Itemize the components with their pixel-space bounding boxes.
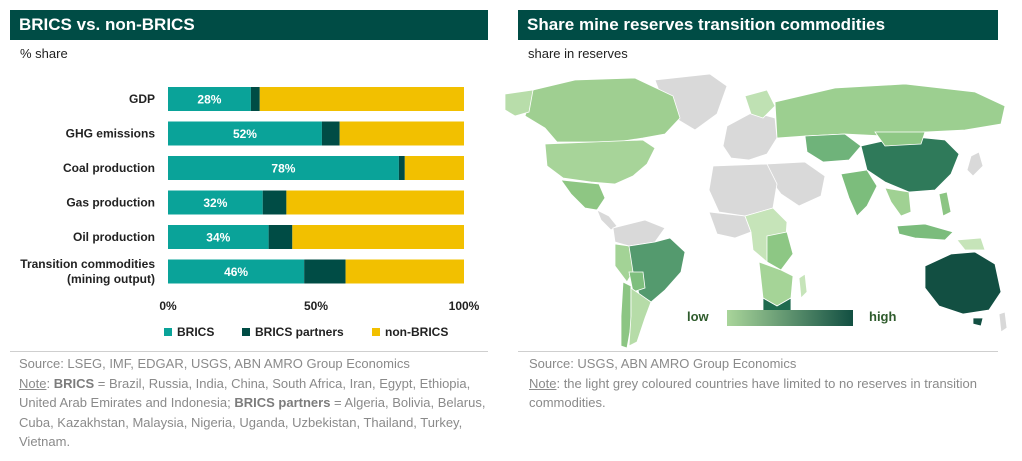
legend-high-label: high	[869, 309, 896, 324]
right-source-line: Source: USGS, ABN AMRO Group Economics	[529, 356, 797, 371]
bar-partners	[321, 121, 340, 146]
category-label: GDP	[129, 92, 155, 106]
region-papua	[956, 237, 986, 251]
note-segment: = Brazil, Russia, India, China, South Af…	[19, 375, 471, 411]
region-central-america	[596, 209, 618, 231]
bar-partners	[304, 259, 346, 284]
region-chile	[620, 281, 632, 349]
map-panel: Share mine reserves transition commoditi…	[518, 10, 998, 61]
region-bolivia	[628, 271, 646, 293]
region-alaska	[505, 89, 534, 117]
region-canada	[524, 77, 681, 143]
map-subtitle: share in reserves	[528, 46, 628, 61]
legend-label: BRICS	[177, 325, 214, 339]
region-mongolia	[874, 131, 926, 147]
bar-brics	[168, 190, 263, 215]
legend-gradient-bar	[727, 310, 853, 326]
bar-value-label: 34%	[206, 231, 230, 245]
region-scandinavia	[744, 89, 776, 119]
region-north-africa	[708, 163, 778, 217]
bar-non-brics	[292, 225, 464, 249]
x-tick-label: 0%	[159, 299, 177, 313]
chart-title: BRICS vs. non-BRICS	[10, 10, 488, 40]
region-usa	[544, 139, 656, 185]
right-source: Source: USGS, ABN AMRO Group Economics N…	[529, 354, 989, 413]
world-map: low high	[505, 73, 1008, 349]
x-tick-label: 100%	[449, 299, 480, 313]
bar-non-brics	[286, 190, 464, 215]
region-china	[860, 135, 960, 193]
category-label: Oil production	[73, 230, 155, 244]
left-source-line: Source: LSEG, IMF, EDGAR, USGS, ABN AMRO…	[19, 356, 410, 371]
bar-value-label: 46%	[224, 265, 248, 279]
region-southeast-asia	[884, 187, 912, 217]
region-russia	[774, 83, 1006, 139]
category-label: Coal production	[63, 161, 155, 175]
bar-non-brics	[339, 121, 464, 146]
bar-value-label: 28%	[197, 93, 221, 107]
region-japan	[966, 151, 984, 177]
bar-non-brics	[259, 87, 464, 111]
note-segment: :	[46, 375, 54, 391]
bar-value-label: 32%	[203, 196, 227, 210]
bar-non-brics	[345, 259, 464, 284]
legend-label: BRICS partners	[255, 325, 344, 339]
legend-low-label: low	[687, 309, 710, 324]
note-segment: = Algeria, Bolivia, Belarus, Cuba, Kazak…	[19, 395, 486, 449]
region-new-zealand	[998, 311, 1008, 333]
bar-brics	[168, 156, 399, 180]
region-india	[840, 169, 878, 217]
chart-subtitle: % share	[20, 46, 68, 61]
bar-non-brics	[404, 156, 464, 180]
region-tasmania	[972, 317, 984, 327]
right-note-label: Note	[529, 375, 557, 391]
left-note: Note: BRICS = Brazil, Russia, India, Chi…	[19, 374, 489, 452]
note-bold-term: BRICS partners	[234, 395, 331, 410]
bar-partners	[262, 190, 287, 215]
legend-swatch	[164, 328, 172, 336]
region-mexico	[560, 179, 606, 211]
brics-chart-panel: BRICS vs. non-BRICS % share	[10, 10, 488, 61]
bar-brics	[168, 121, 322, 146]
left-source: Source: LSEG, IMF, EDGAR, USGS, ABN AMRO…	[19, 354, 489, 452]
left-divider	[10, 351, 488, 352]
left-note-label: Note	[19, 375, 47, 391]
region-philippines	[938, 191, 952, 217]
legend-swatch	[372, 328, 380, 336]
region-europe	[722, 111, 778, 161]
right-note-text: : the light grey coloured countries have…	[529, 375, 978, 411]
category-label: GHG emissions	[66, 127, 156, 141]
legend-label: non-BRICS	[385, 325, 448, 339]
bar-value-label: 78%	[271, 162, 295, 176]
stacked-bar-chart: 28% GDP 52% GHG emissions 78% Coal production…	[20, 87, 480, 339]
bar-brics	[168, 259, 305, 284]
category-label: Transition commodities	[20, 257, 155, 271]
region-west-africa	[708, 211, 752, 239]
bar-partners	[268, 225, 293, 249]
map-title: Share mine reserves transition commoditi…	[518, 10, 998, 40]
bar-partners	[398, 156, 405, 180]
bar-partners	[250, 87, 260, 111]
region-australia	[924, 251, 1002, 315]
category-label: (mining output)	[67, 272, 155, 286]
right-note: Note: the light grey coloured countries …	[529, 374, 989, 413]
category-label: Gas production	[66, 196, 155, 210]
legend-swatch	[242, 328, 250, 336]
x-tick-label: 50%	[304, 299, 328, 313]
region-madagascar	[798, 273, 808, 299]
note-bold-term: BRICS	[53, 375, 95, 391]
bar-brics	[168, 87, 251, 111]
region-argentina	[628, 287, 652, 347]
region-indonesia	[896, 223, 954, 241]
region-congo	[766, 231, 794, 271]
region-kazakhstan	[804, 133, 862, 163]
bar-value-label: 52%	[233, 127, 257, 141]
left-note-text: : BRICS = Brazil, Russia, India, China, …	[19, 376, 485, 450]
bar-brics	[168, 225, 269, 249]
right-divider	[518, 351, 998, 352]
